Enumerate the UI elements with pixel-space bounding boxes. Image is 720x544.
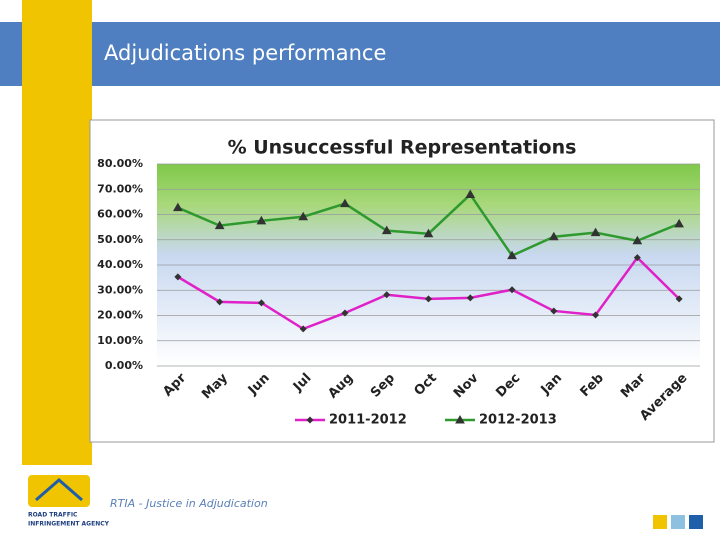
- logo: ROAD TRAFFIC INFRINGEMENT AGENCY: [28, 475, 110, 528]
- slide-title: Adjudications performance: [104, 41, 386, 65]
- data-point: [465, 189, 476, 199]
- y-tick-label: 60.00%: [97, 208, 143, 221]
- y-tick-label: 0.00%: [105, 359, 143, 372]
- data-point: [299, 325, 307, 333]
- data-point: [174, 273, 182, 281]
- legend-label: 2011-2012: [329, 413, 407, 428]
- data-point: [256, 215, 267, 225]
- data-point: [423, 228, 434, 238]
- y-tick-label: 70.00%: [97, 182, 143, 195]
- logo-text: INFRINGEMENT AGENCY: [28, 521, 110, 528]
- deco-square: [689, 515, 703, 529]
- data-point: [425, 295, 432, 303]
- y-tick-label: 30.00%: [97, 283, 143, 296]
- data-point: [548, 231, 559, 241]
- data-point: [383, 291, 391, 299]
- data-point: [298, 211, 309, 221]
- logo-icon: [28, 475, 90, 507]
- accent-bar: [22, 0, 92, 465]
- y-tick-label: 10.00%: [97, 334, 143, 347]
- data-point: [633, 254, 641, 262]
- y-tick-label: 40.00%: [97, 258, 143, 271]
- chart-title: % Unsuccessful Representations: [228, 137, 577, 159]
- logo-text: ROAD TRAFFIC: [28, 512, 78, 519]
- data-point: [592, 311, 600, 319]
- data-point: [340, 198, 350, 208]
- y-tick-label: 80.00%: [97, 157, 143, 170]
- header-bar: [0, 22, 720, 86]
- data-point: [216, 298, 224, 306]
- data-point: [257, 299, 265, 307]
- y-tick-label: 20.00%: [97, 309, 143, 322]
- logo-scale: [35, 478, 83, 502]
- data-point: [214, 220, 225, 230]
- data-point: [550, 307, 558, 315]
- data-point: [508, 286, 516, 294]
- data-point: [173, 202, 183, 212]
- data-point: [381, 225, 392, 235]
- data-point: [674, 218, 684, 228]
- legend-label: 2012-2013: [479, 413, 557, 428]
- footer-text: RTIA - Justice in Adjudication: [110, 497, 268, 510]
- deco-square: [671, 515, 685, 529]
- data-point: [341, 309, 349, 317]
- legend-marker: [306, 416, 314, 424]
- data-point: [675, 295, 683, 303]
- data-point: [632, 235, 643, 245]
- deco-square: [653, 515, 667, 529]
- y-tick-label: 50.00%: [97, 233, 143, 246]
- data-point: [590, 227, 601, 237]
- data-point: [466, 294, 474, 302]
- data-point: [507, 250, 517, 260]
- legend-marker: [455, 414, 465, 424]
